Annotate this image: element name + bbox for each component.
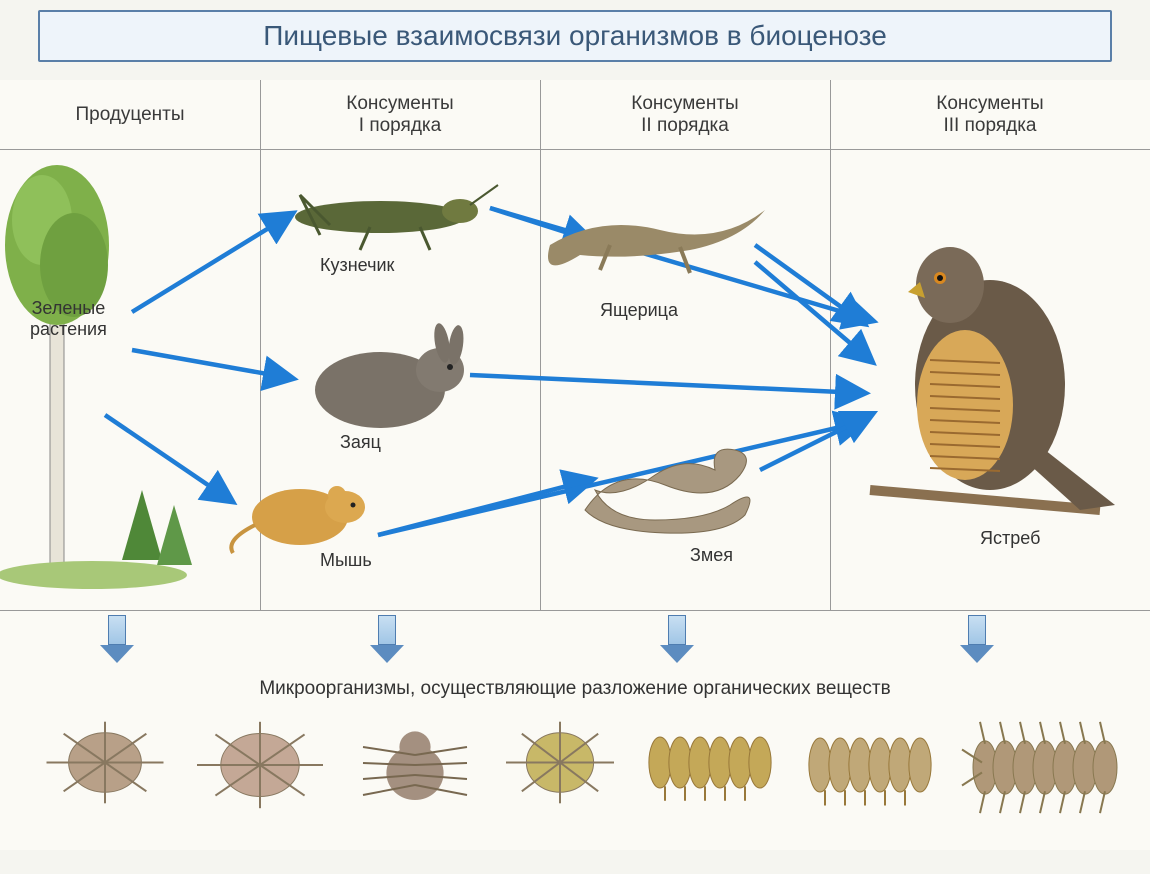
food-chain-arrow-10 <box>760 415 870 470</box>
hawk-icon <box>870 247 1115 510</box>
lizard-icon <box>548 210 765 273</box>
hare-icon <box>315 322 466 428</box>
food-chain-arrow-9 <box>755 262 870 360</box>
decomposer-down-arrow-3 <box>960 615 994 665</box>
decomposer-icon-3 <box>506 722 614 804</box>
decomposer-down-arrow-1 <box>370 615 404 665</box>
food-chain-arrow-1 <box>132 350 290 378</box>
decomposer-caption: Микроорганизмы, осуществляющие разложени… <box>50 678 1100 700</box>
plants-icon <box>0 165 192 589</box>
grid-bottom <box>0 610 1150 611</box>
food-chain-arrow-7 <box>378 422 862 535</box>
header-consumers3: Консументы III порядка <box>830 80 1150 150</box>
label-hawk: Ястреб <box>980 528 1040 549</box>
food-chain-arrow-5 <box>490 208 870 320</box>
header-producers: Продуценты <box>0 80 260 150</box>
decomposer-icon-2 <box>363 731 467 800</box>
decomposer-icon-1 <box>197 722 323 808</box>
food-chain-arrow-0 <box>132 215 290 312</box>
decomposer-down-arrow-2 <box>660 615 694 665</box>
label-plants: Зеленые растения <box>30 298 107 340</box>
label-lizard: Ящерица <box>600 300 678 321</box>
page-title: Пищевые взаимосвязи организмов в биоцено… <box>38 10 1112 62</box>
snake-icon <box>585 449 750 533</box>
grid-vline-2 <box>540 80 541 610</box>
label-hare: Заяц <box>340 432 381 453</box>
grasshopper-icon <box>295 185 498 250</box>
decomposer-icon-6 <box>962 722 1117 813</box>
decomposer-icon-5 <box>809 738 931 806</box>
food-chain-arrow-8 <box>755 245 862 322</box>
decomposer-icon-0 <box>47 722 164 804</box>
mouse-icon <box>231 486 365 553</box>
decomposer-icon-4 <box>649 737 771 801</box>
decomposer-down-arrow-0 <box>100 615 134 665</box>
label-mouse: Мышь <box>320 550 372 571</box>
connection-arrows-canvas <box>0 80 1150 850</box>
grid-vline-1 <box>260 80 261 610</box>
header-consumers1: Консументы I порядка <box>260 80 540 150</box>
food-chain-arrow-4 <box>378 480 590 535</box>
food-chain-arrow-6 <box>470 375 862 393</box>
grid-vline-3 <box>830 80 831 610</box>
diagram-container: ПродуцентыКонсументы I порядкаКонсументы… <box>0 80 1150 850</box>
label-snake: Змея <box>690 545 733 566</box>
header-consumers2: Консументы II порядка <box>540 80 830 150</box>
food-chain-arrow-2 <box>105 415 230 500</box>
label-grasshopper: Кузнечик <box>320 255 394 276</box>
